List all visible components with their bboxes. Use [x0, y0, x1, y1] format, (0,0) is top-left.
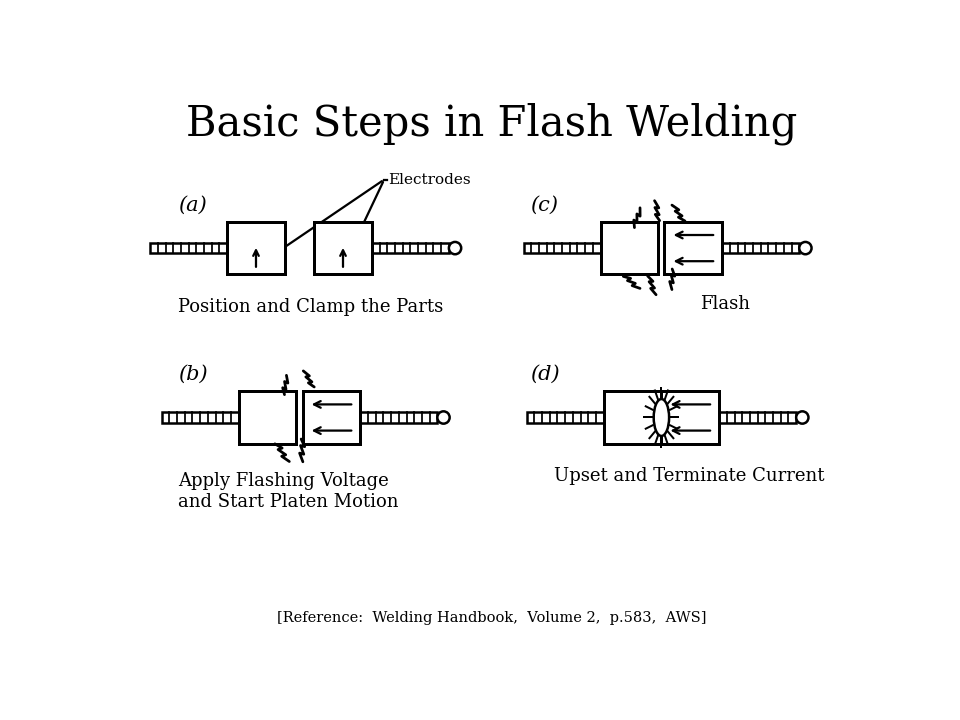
Text: (c): (c) — [531, 195, 559, 215]
Bar — [239, 391, 297, 444]
Text: Position and Clamp the Parts: Position and Clamp the Parts — [178, 297, 444, 315]
Bar — [523, 243, 601, 253]
Text: [Reference:  Welding Handbook,  Volume 2,  p.583,  AWS]: [Reference: Welding Handbook, Volume 2, … — [277, 611, 707, 625]
Bar — [719, 413, 796, 423]
Bar — [360, 413, 438, 423]
Text: Upset and Terminate Current: Upset and Terminate Current — [554, 467, 824, 485]
Bar — [302, 391, 360, 444]
Text: Basic Steps in Flash Welding: Basic Steps in Flash Welding — [186, 102, 798, 145]
Text: Flash: Flash — [700, 294, 750, 312]
Bar — [664, 222, 722, 274]
Text: Electrodes: Electrodes — [388, 173, 470, 186]
Bar — [161, 413, 239, 423]
Circle shape — [800, 242, 811, 254]
Bar — [722, 243, 800, 253]
Text: (d): (d) — [531, 365, 560, 384]
Circle shape — [438, 411, 449, 423]
Bar — [228, 222, 285, 274]
Text: (a): (a) — [178, 195, 206, 215]
Bar — [150, 243, 228, 253]
Circle shape — [449, 242, 461, 254]
Ellipse shape — [654, 399, 669, 436]
Bar — [661, 391, 719, 444]
Bar — [604, 391, 661, 444]
Bar — [314, 222, 372, 274]
Bar — [601, 222, 659, 274]
Text: Apply Flashing Voltage
and Start Platen Motion: Apply Flashing Voltage and Start Platen … — [178, 472, 398, 510]
Bar — [527, 413, 604, 423]
Bar — [372, 243, 449, 253]
Text: (b): (b) — [178, 365, 207, 384]
Circle shape — [796, 411, 808, 423]
